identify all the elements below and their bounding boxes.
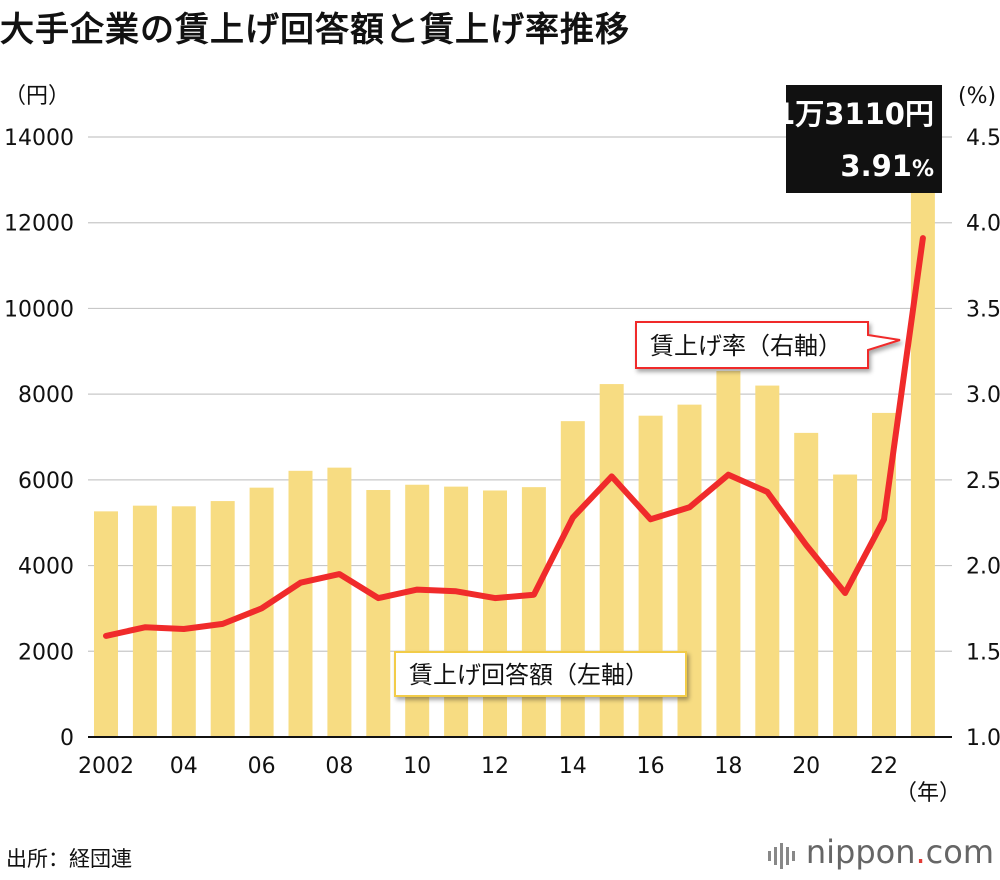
callout-rate: 3.91 (840, 149, 912, 183)
source-note: 出所：経団連 (6, 847, 132, 871)
y-right-tick-label: 1.0 (966, 726, 1000, 751)
y-right-tick-label: 4.5 (966, 126, 1000, 151)
y-left-tick-label: 10000 (4, 297, 74, 322)
bar-series-name: 賃上げ回答額（左軸） (409, 661, 649, 689)
bar (521, 487, 546, 737)
bar (444, 486, 469, 737)
y-right-unit-label: (%) (958, 84, 996, 109)
line-series-name: 賃上げ率（右軸） (650, 332, 842, 360)
callout-amount: 1万3110円 (775, 97, 934, 131)
y-right-tick-label: 2.5 (966, 469, 1000, 494)
y-left-tick-label: 14000 (4, 126, 74, 151)
bar (405, 484, 430, 737)
y-right-tick-label: 4.0 (966, 212, 1000, 237)
y-left-tick-label: 8000 (18, 383, 74, 408)
x-tick-label: 06 (248, 754, 276, 779)
x-tick-label: 04 (170, 754, 198, 779)
x-tick-label: 16 (637, 754, 665, 779)
bar (366, 490, 391, 737)
brand-logo[interactable]: nippon.com (767, 833, 994, 873)
bar (716, 371, 741, 737)
y-left-tick-label: 0 (60, 726, 74, 751)
svg-text:3.91%: 3.91% (840, 149, 934, 183)
y-left-tick-label: 6000 (18, 469, 74, 494)
y-right-tick-label: 1.5 (966, 640, 1000, 665)
y-left-unit-label: （円） (4, 84, 70, 109)
rate-line (103, 235, 926, 639)
bar-series-label: 賃上げ回答額（左軸） (394, 651, 687, 697)
y-left-tick-label: 4000 (18, 555, 74, 580)
y-right-tick-label: 3.5 (966, 297, 1000, 322)
x-tick-label: 10 (403, 754, 431, 779)
line-series (103, 235, 926, 639)
latest-value-callout: 1万3110円 3.91% (775, 85, 942, 193)
brand-mark-icon (767, 835, 798, 873)
bar (327, 467, 352, 737)
bar (483, 490, 507, 737)
y-left-tick-label: 2000 (18, 640, 74, 665)
x-tick-label: 14 (559, 754, 587, 779)
bar (132, 505, 157, 737)
chart-title: 大手企業の賃上げ回答額と賃上げ率推移 (0, 10, 630, 50)
x-tick-label: 08 (325, 754, 353, 779)
bar (910, 175, 935, 738)
brand-name: nippon (805, 833, 916, 871)
y-right-tick-label: 2.0 (966, 555, 1000, 580)
bar (94, 511, 118, 737)
callout-rate-unit: % (912, 157, 934, 182)
x-tick-label: 12 (481, 754, 509, 779)
bar (833, 474, 858, 737)
line-series-label: 賃上げ率（右軸） (635, 321, 901, 369)
x-tick-label: 20 (792, 754, 820, 779)
bar (755, 385, 780, 737)
bar (171, 506, 196, 737)
bar (794, 432, 819, 737)
x-tick-label: 22 (870, 754, 898, 779)
x-unit-label: （年） (895, 781, 961, 806)
y-left-tick-label: 12000 (4, 212, 74, 237)
brand-domain: com (925, 833, 994, 871)
bar (288, 470, 313, 737)
x-tick-label: 18 (714, 754, 742, 779)
brand-dot: . (915, 833, 926, 871)
x-tick-label: 2002 (78, 754, 134, 779)
y-right-tick-label: 3.0 (966, 383, 1000, 408)
axes: 0 2000 4000 6000 8000 10000 12000 14000 1.0 1.5 2.… (4, 126, 1000, 779)
